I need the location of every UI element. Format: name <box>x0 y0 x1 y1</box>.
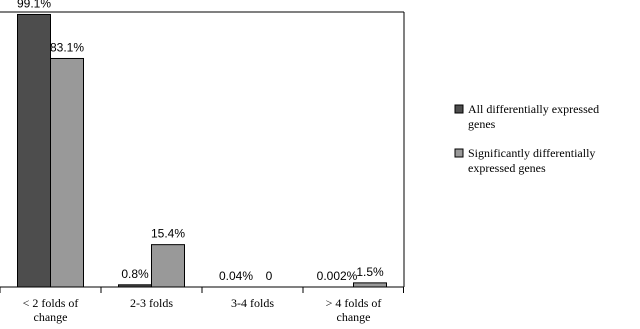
data-label: 0.8% <box>121 267 149 281</box>
data-label: 0.002% <box>317 269 358 283</box>
x-tick-label: change <box>34 310 68 324</box>
bar <box>353 282 387 288</box>
data-label: 0 <box>266 269 273 283</box>
x-tick-label: > 4 folds of <box>326 296 382 310</box>
bar <box>50 57 84 288</box>
data-label: 83.1% <box>50 40 84 54</box>
data-label: 99.1% <box>17 0 51 10</box>
legend-label: All differentially expressed <box>468 102 599 116</box>
data-label: 15.4% <box>151 227 185 241</box>
legend-label: genes <box>468 117 496 131</box>
legend-label: expressed genes <box>468 161 546 175</box>
x-tick-label: change <box>337 310 371 324</box>
legend-swatch <box>454 148 464 158</box>
legend-swatch <box>454 104 464 114</box>
data-label: 1.5% <box>356 265 384 279</box>
data-label: 0.04% <box>219 269 253 283</box>
x-tick-label: 3-4 folds <box>231 296 274 310</box>
plot-area: 99.1% 0.8% 0.04% 0.002% 83.1% 15.4% 0 1.5% <box>0 0 405 288</box>
legend-label: Significantly differentially <box>468 146 595 160</box>
bar <box>151 244 185 288</box>
x-tick-label: < 2 folds of <box>23 296 79 310</box>
x-tick-label: 2-3 folds <box>130 296 173 310</box>
bar <box>17 13 51 288</box>
